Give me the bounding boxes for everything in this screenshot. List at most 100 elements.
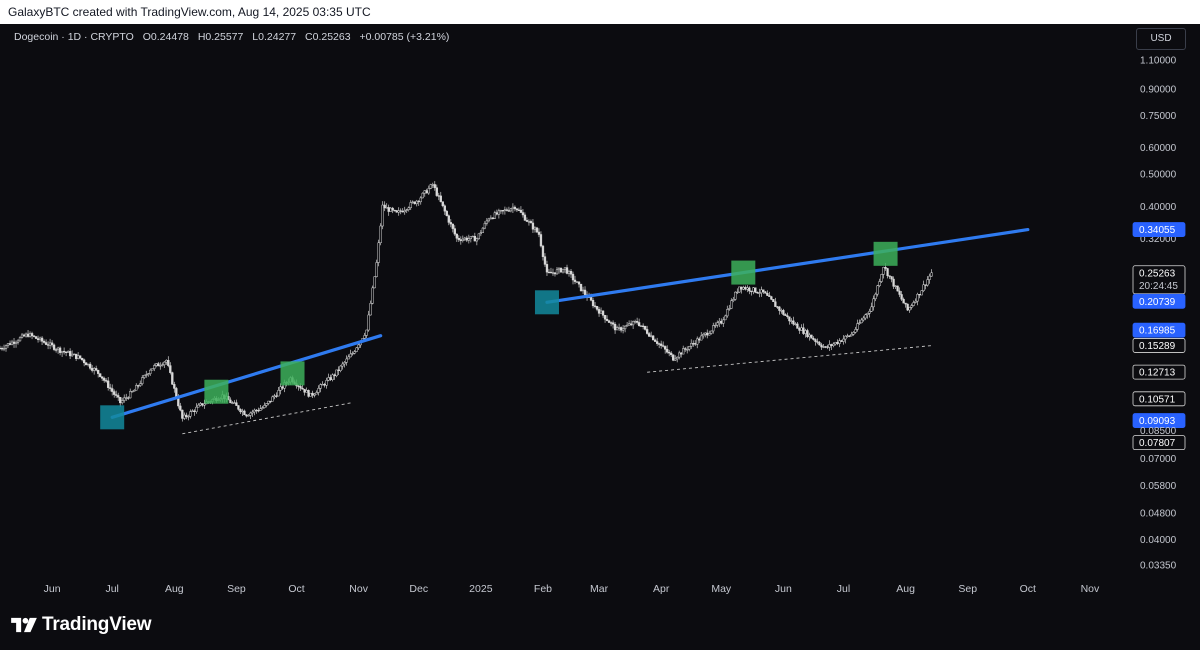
- candle-body: [888, 275, 891, 277]
- candle-body: [159, 365, 162, 367]
- candle-body: [577, 281, 581, 285]
- candle-body: [131, 391, 134, 393]
- attribution-text: GalaxyBTC created with TradingView.com, …: [8, 5, 371, 19]
- candle-body: [157, 363, 160, 367]
- candle-body: [902, 298, 905, 304]
- candle-body: [391, 207, 394, 211]
- candle-body: [377, 242, 380, 263]
- candle-body: [728, 308, 731, 310]
- candle-body: [736, 291, 739, 294]
- candle-body: [64, 351, 68, 353]
- candle-body: [193, 410, 196, 413]
- candle-body: [690, 343, 693, 347]
- candle-body: [910, 305, 913, 308]
- candle-body: [660, 343, 663, 346]
- candle-body: [367, 314, 370, 331]
- candle-body: [26, 333, 30, 337]
- candle-body: [724, 315, 727, 321]
- candle-body: [914, 300, 917, 303]
- candle-body: [473, 235, 476, 242]
- candle-body: [623, 325, 627, 330]
- high-value: 0.25577: [205, 31, 244, 43]
- candle-body: [123, 397, 126, 401]
- candle-body: [107, 380, 110, 388]
- candle-body: [740, 286, 743, 290]
- candle-body: [46, 344, 50, 346]
- candle-body: [605, 319, 609, 321]
- candle-body: [237, 405, 240, 410]
- time-tick-label: Mar: [590, 583, 609, 595]
- candle-body: [581, 289, 585, 292]
- candle-body: [419, 197, 422, 203]
- candle-body: [754, 287, 757, 293]
- candle-body: [229, 399, 232, 404]
- currency-button[interactable]: USD: [1136, 28, 1186, 50]
- candle-body: [97, 369, 100, 374]
- candle-body: [93, 368, 96, 371]
- candle-body: [483, 222, 487, 229]
- candle-body: [20, 334, 24, 338]
- candle-body: [345, 358, 348, 363]
- candle-body: [573, 279, 577, 282]
- candle-body: [269, 400, 272, 403]
- candle-body: [363, 335, 366, 339]
- candle-body: [678, 352, 681, 358]
- price-tick-label: 0.04800: [1140, 508, 1177, 519]
- chart-canvas[interactable]: 1.10000 0.90000 0.75000 0.60000 0.50000 0.400…: [0, 24, 1200, 599]
- ohlc-legend: Dogecoin · 1D · CRYPTO O0.24478 H0.25577…: [14, 31, 449, 43]
- price-badge: [1132, 222, 1186, 237]
- candle-body: [56, 347, 60, 350]
- candle-body: [495, 212, 499, 215]
- candle-body: [445, 210, 448, 216]
- candle-body: [782, 310, 785, 315]
- candle-body: [85, 362, 88, 366]
- candle-body: [920, 290, 923, 296]
- candle-body: [511, 206, 515, 210]
- candle-body: [601, 310, 605, 316]
- candle-body: [481, 227, 485, 233]
- candle-body: [599, 310, 603, 314]
- trendlines: [110, 227, 1030, 435]
- candle-body: [698, 338, 701, 341]
- candle-body: [846, 335, 849, 337]
- candle-body: [928, 275, 931, 280]
- candle-body: [125, 397, 128, 399]
- candle-body: [58, 347, 62, 353]
- candle-body: [752, 287, 755, 292]
- candle-body: [74, 353, 78, 359]
- tradingview-logo[interactable]: TradingView: [10, 613, 152, 637]
- candle-body: [746, 287, 749, 290]
- candle-body: [918, 293, 921, 296]
- candle-body: [44, 342, 48, 345]
- candle-body: [34, 336, 38, 339]
- candle-body: [301, 387, 304, 390]
- candlestick-series: [0, 181, 933, 422]
- candle-body: [768, 295, 771, 297]
- time-tick-label: Jul: [837, 583, 850, 595]
- price-tick-label: 0.05800: [1140, 481, 1177, 492]
- candle-body: [822, 346, 825, 348]
- candle-body: [415, 200, 418, 205]
- change-value: +0.00785 (+3.21%): [359, 31, 450, 43]
- candle-body: [641, 325, 645, 327]
- candle-body: [101, 376, 104, 379]
- candle-body: [387, 207, 390, 212]
- candle-body: [399, 210, 402, 212]
- candle-body: [239, 409, 242, 413]
- candle-body: [686, 349, 689, 351]
- candle-body: [243, 410, 246, 416]
- candle-body: [670, 352, 673, 356]
- chart-area[interactable]: 1.10000 0.90000 0.75000 0.60000 0.50000 0.400…: [0, 24, 1200, 599]
- candle-body: [898, 290, 901, 295]
- candle-body: [95, 368, 98, 371]
- time-tick-label: Jul: [105, 583, 118, 595]
- candle-body: [770, 296, 773, 300]
- candle-body: [137, 385, 140, 387]
- candle-body: [810, 334, 813, 339]
- price-tick-label: 0.60000: [1140, 143, 1177, 154]
- candle-body: [880, 274, 883, 282]
- candle-body: [485, 220, 489, 224]
- candle-body: [609, 322, 613, 324]
- candle-body: [16, 340, 20, 343]
- candle-body: [167, 360, 170, 366]
